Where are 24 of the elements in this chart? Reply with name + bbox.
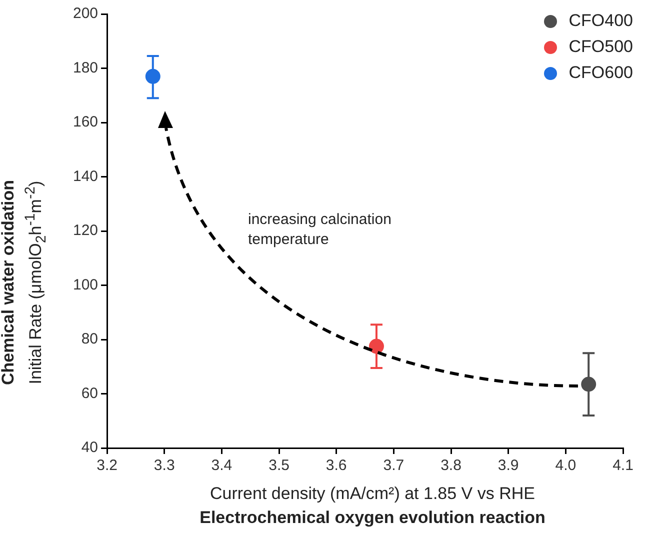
x-tick-label: 3.8 [440, 457, 462, 474]
y-tick-label: 160 [72, 114, 98, 131]
legend-label: CFO400 [568, 11, 633, 31]
x-tick-label: 3.2 [96, 457, 118, 474]
y-tick-label: 80 [81, 330, 98, 348]
y-tick-label: 120 [72, 222, 98, 240]
x-tick-label: 3.3 [154, 457, 175, 474]
legend-label: CFO600 [568, 63, 633, 83]
y-tick-label: 140 [72, 168, 98, 185]
x-tick-label: 3.6 [326, 457, 347, 474]
y-tick-label: 40 [81, 439, 98, 456]
y-tick-label: 100 [72, 276, 98, 294]
legend-label: CFO500 [568, 37, 633, 57]
x-tick-label: 4.0 [555, 457, 576, 474]
x-tick-label: 3.9 [498, 457, 519, 474]
x-axis-title: Current density (mA/cm²) at 1.85 V vs RHE Electrochemical oxygen evolution reaction [198, 483, 546, 529]
x-tick-label: 3.4 [211, 457, 232, 474]
annotation: increasing calcination temperature [248, 210, 392, 250]
x-tick-label: 3.7 [383, 457, 404, 474]
x-tick-label: 4.1 [612, 457, 634, 474]
y-tick-label: 180 [72, 59, 98, 76]
x-tick-label: 3.5 [268, 457, 290, 474]
y-tick-label: 60 [81, 384, 98, 402]
y-tick-label: 200 [72, 5, 98, 22]
